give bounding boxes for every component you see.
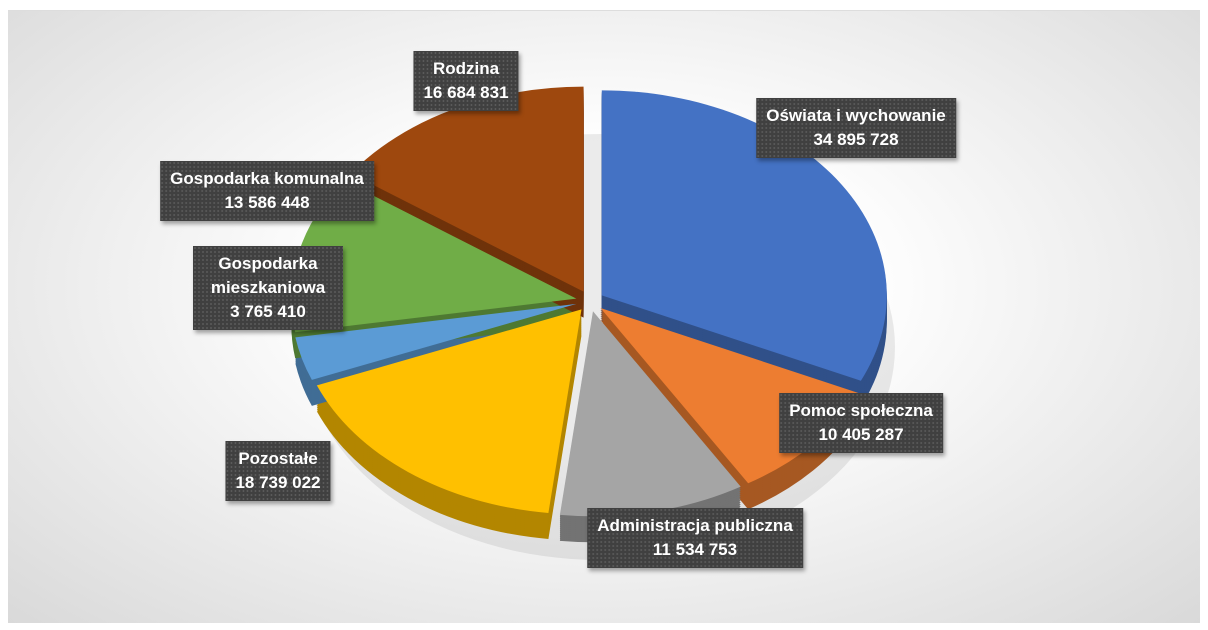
chart xyxy=(291,86,895,560)
data-label: Pozostałe 18 739 022 xyxy=(225,441,331,501)
value-label: 18 739 022 xyxy=(235,473,321,492)
category-label: Rodzina xyxy=(432,59,500,78)
slice xyxy=(350,86,584,292)
category-label: Pozostałe xyxy=(238,449,318,468)
value-label: 34 895 728 xyxy=(813,130,899,149)
value-label: 13 586 448 xyxy=(224,193,310,212)
data-label: Administracja publiczna 11 534 753 xyxy=(587,508,803,568)
data-label: Gospodarka mieszkaniowa 3 765 410 xyxy=(193,246,343,330)
slice xyxy=(316,309,582,513)
category-label: Pomoc społeczna xyxy=(789,401,933,420)
category-label: Oświata i wychowanie xyxy=(766,106,946,125)
chart-area: Oświata i wychowanie 34 895 728 Pomoc społ… xyxy=(8,10,1200,623)
slice xyxy=(601,90,887,381)
data-label: Gospodarka komunalna 13 586 448 xyxy=(160,161,374,221)
slice xyxy=(559,311,741,517)
category-label: Gospodarka komunalna xyxy=(170,169,364,188)
value-label: 11 534 753 xyxy=(652,540,738,559)
value-label: 16 684 831 xyxy=(423,83,509,102)
value-label: 10 405 287 xyxy=(818,425,904,444)
slice xyxy=(295,303,577,380)
data-label: Rodzina 16 684 831 xyxy=(413,51,519,111)
value-label: 3 765 410 xyxy=(230,302,306,321)
data-label: Pomoc społeczna 10 405 287 xyxy=(779,393,943,453)
category-label: Administracja publiczna xyxy=(597,516,793,535)
category-label: Gospodarka mieszkaniowa xyxy=(210,254,326,297)
data-label: Oświata i wychowanie 34 895 728 xyxy=(756,98,956,158)
